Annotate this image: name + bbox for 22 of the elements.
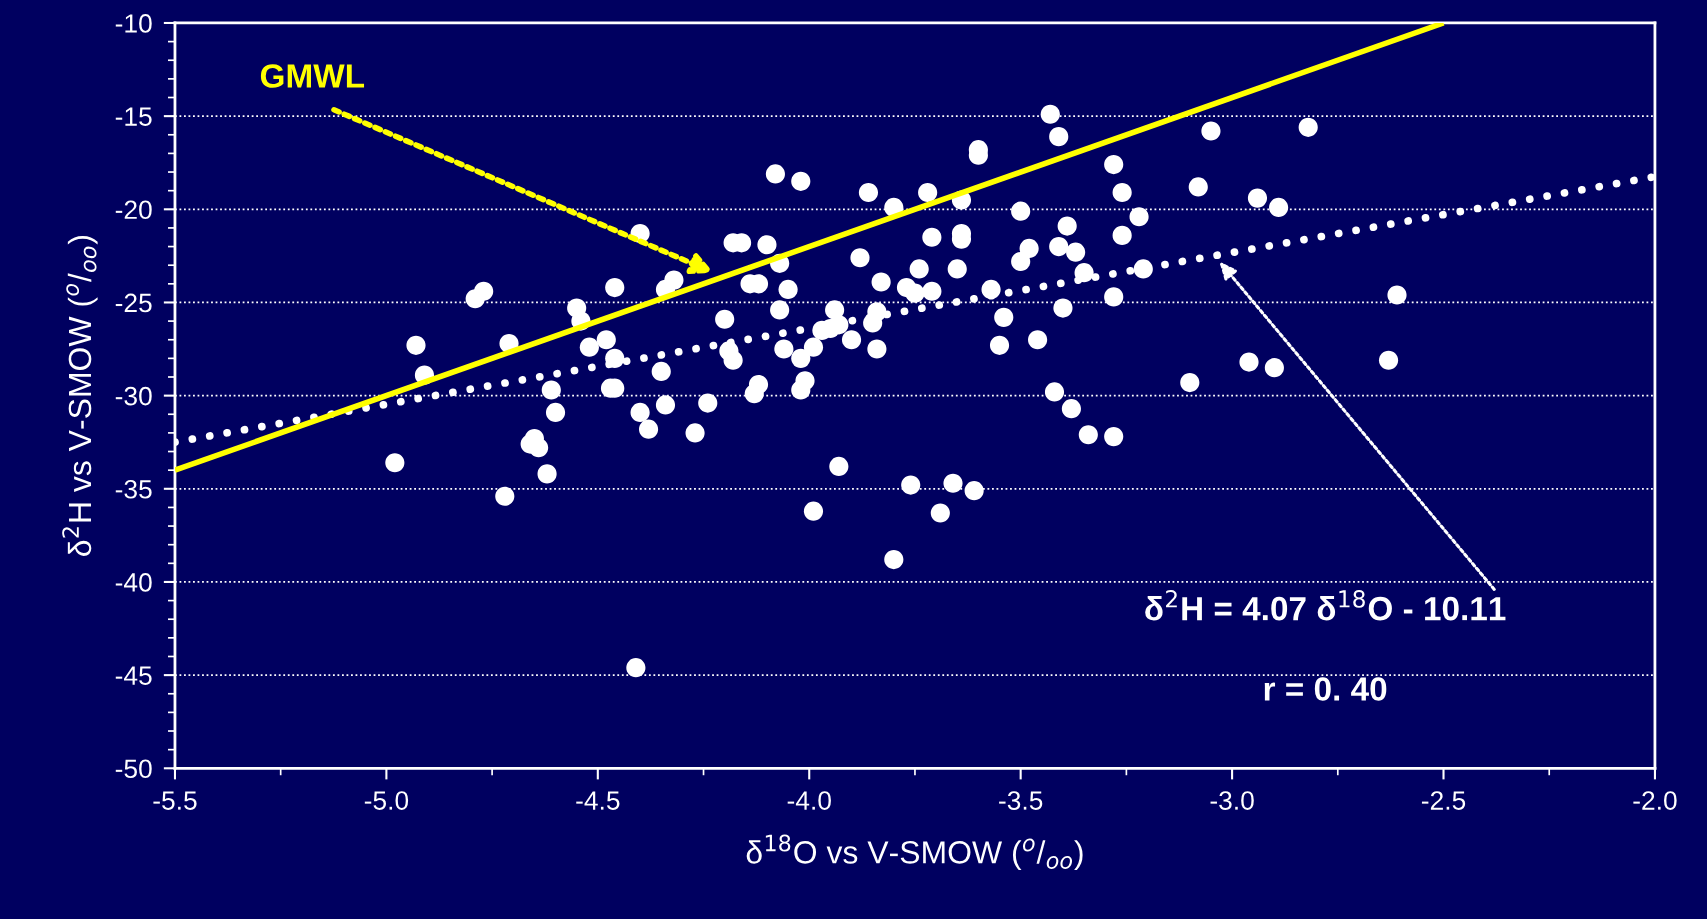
x-axis-title: δ$^{18}$O vs V-SMOW ($^{o}$/$_{oo}$) [746,834,1083,870]
y-tick-label: -50 [115,759,152,779]
x-tick-label: -3.0 [1210,791,1254,810]
x-tick-label: -4.0 [787,791,831,810]
y-tick-label: -10 [115,14,152,33]
x-tick-label: -3.5 [999,791,1043,810]
y-tick-label: -20 [115,200,152,220]
annotation: r = 0. 40 [1264,677,1387,701]
x-tick-label: -4.5 [576,791,620,810]
annotation: δ$^{2}$H = 4.07 δ$^{18}$O - 10.11 [1145,590,1506,621]
x-tick-label: -5.5 [153,791,197,810]
text: GMWL [260,64,365,88]
y-tick-label: -30 [115,386,152,406]
y-tick-label: -45 [115,666,152,685]
x-tick-label: -2.5 [1421,791,1466,810]
x-tick-label: -2.0 [1633,791,1677,810]
y-tick-label: -25 [115,293,152,313]
y-axis-title: δ$^{2}$H vs V-SMOW ($^{o}$/$_{oo}$) [62,236,98,556]
x-tick-label: -5.0 [364,791,409,810]
y-tick-label: -40 [115,573,152,592]
y-tick-label: -35 [115,479,152,499]
y-tick-label: -15 [115,107,152,126]
